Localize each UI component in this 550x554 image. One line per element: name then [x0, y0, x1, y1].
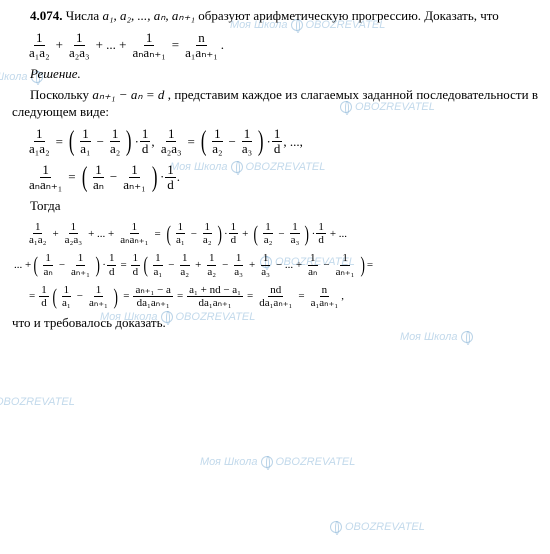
- problem-number: 4.074.: [30, 8, 63, 23]
- expansion-row-2: 1aₙaₙ₊₁ = ( 1aₙ − 1aₙ₊₁ ) · 1d .: [26, 163, 538, 193]
- problem-statement: 4.074. Числа a₁, a₂, ..., aₙ, aₙ₊₁ образ…: [12, 8, 538, 25]
- solution-label: Решение.: [12, 66, 538, 83]
- equation-to-prove: 1a₁a₂ + 1a₂a₃ + ... + 1aₙaₙ₊₁ = na₁aₙ₊₁ …: [26, 31, 538, 61]
- problem-text-1: Числа: [66, 8, 103, 23]
- qed: что и требовалось доказать.: [12, 315, 538, 332]
- sum-row-2: ... + ( 1aₙ − 1aₙ₊₁ ) · 1d = 1d ( 1a₁ − …: [14, 252, 538, 277]
- sum-row-1: 1a₁a₂ + 1a₂a₃ + ... + 1aₙaₙ₊₁ = ( 1a₁ − …: [26, 221, 538, 246]
- then-label: Тогда: [12, 198, 538, 215]
- expansion-row-1: 1a₁a₂ = ( 1a₁ − 1a₂ ) · 1d , 1a₂a₃ = ( 1…: [26, 127, 538, 157]
- problem-sequence: a₁, a₂, ..., aₙ, aₙ₊₁: [102, 8, 195, 23]
- solution-line-1: Поскольку aₙ₊₁ − aₙ = d , представим каж…: [12, 87, 538, 121]
- problem-text-2: образуют арифметическую прогрессию. Дока…: [198, 8, 499, 23]
- content: 4.074. Числа a₁, a₂, ..., aₙ, aₙ₊₁ образ…: [12, 8, 538, 332]
- final-row: = 1d ( 1a₁ − 1aₙ₊₁ ) = aₙ₊₁ − ada₁aₙ₊₁ =…: [26, 284, 538, 309]
